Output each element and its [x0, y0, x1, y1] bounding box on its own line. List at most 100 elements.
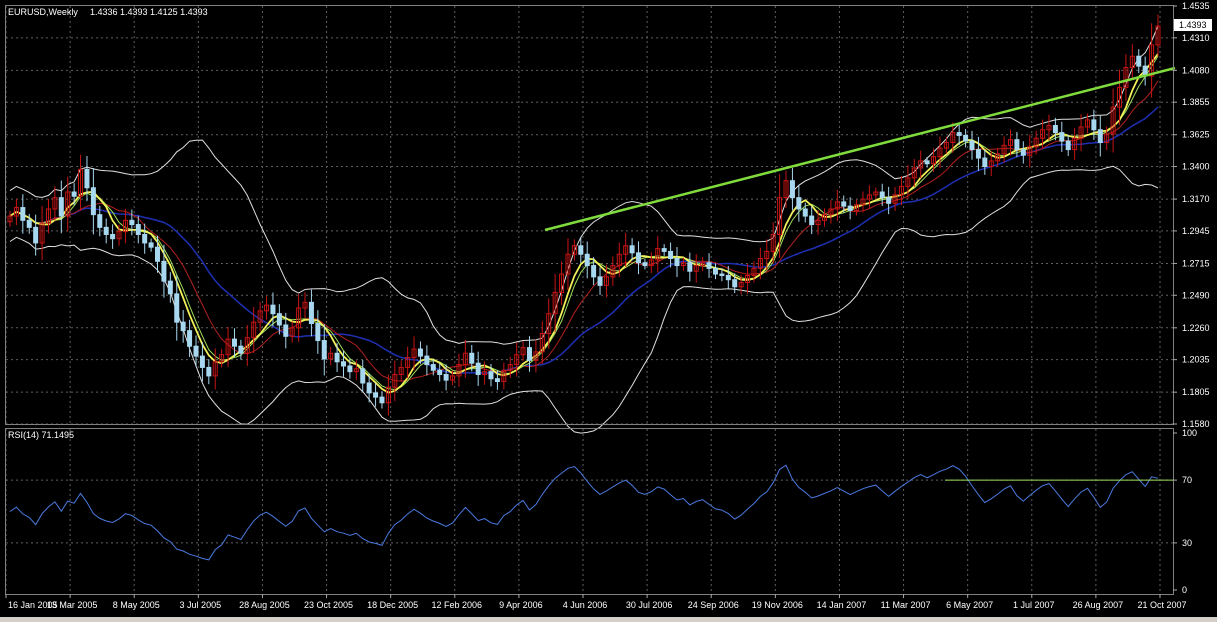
current-price-label: 1.4393 — [1179, 20, 1207, 30]
candle-body — [65, 191, 71, 217]
time-tick-label: 11 Mar 2007 — [881, 600, 931, 610]
candle-body — [610, 265, 616, 278]
price-tick-label: 1.3400 — [1182, 162, 1210, 172]
candle-body — [937, 147, 943, 158]
candle-body — [866, 194, 872, 200]
candle-body — [898, 185, 904, 196]
candle-body — [623, 245, 629, 255]
candle-body — [328, 352, 334, 360]
candle-body — [770, 233, 776, 252]
price-tick-label: 1.1580 — [1182, 419, 1210, 429]
candle-body — [565, 253, 571, 275]
bollinger-lower — [9, 165, 1159, 434]
candle-body — [988, 160, 994, 168]
time-tick-label: 9 Apr 2006 — [499, 600, 543, 610]
candle-body — [161, 260, 167, 282]
candle-body — [225, 338, 231, 356]
candle-body — [251, 321, 257, 339]
candle-body — [879, 191, 885, 199]
candle-body — [52, 197, 58, 210]
time-tick-label: 1 Jul 2007 — [1013, 600, 1055, 610]
candle-body — [129, 219, 135, 226]
candle-body — [1149, 44, 1155, 77]
rsi-series — [9, 464, 1159, 561]
candle-body — [244, 337, 250, 354]
candle-body — [1033, 137, 1039, 148]
candle-body — [238, 345, 244, 354]
candle-body — [1110, 106, 1116, 135]
symbol-label: EURUSD,Weekly — [8, 7, 78, 17]
candle-body — [629, 245, 635, 254]
candle-body — [405, 357, 411, 368]
candle-body — [1097, 129, 1103, 144]
candle-body — [110, 233, 116, 240]
candle-body — [373, 392, 379, 398]
candle-body — [706, 262, 712, 269]
candle-body — [603, 276, 609, 286]
candle-body — [841, 201, 847, 207]
candle-body — [950, 132, 956, 144]
candle-body — [13, 207, 19, 217]
candle-body — [809, 215, 815, 226]
candle-body — [873, 191, 879, 196]
candle-body — [905, 177, 911, 187]
candle-body — [450, 375, 456, 381]
candle-body — [469, 352, 475, 364]
candle-body — [437, 369, 443, 375]
candle-body — [276, 313, 282, 326]
candle-body — [828, 208, 834, 216]
candle-body — [494, 378, 500, 383]
time-tick-label: 24 Sep 2006 — [688, 600, 739, 610]
rsi-line — [9, 464, 1173, 561]
candle-body — [366, 382, 372, 394]
rsi-tick-label: 100 — [1182, 428, 1197, 438]
price-tick-label: 1.2715 — [1182, 258, 1210, 268]
candle-body — [539, 332, 545, 353]
candle-body — [995, 153, 1001, 162]
candle-body — [886, 197, 892, 204]
candle-body — [1155, 25, 1161, 46]
candle-body — [777, 197, 783, 235]
ma-red — [9, 80, 1159, 382]
rsi-axis[interactable]: 100 70 30 0 — [1173, 428, 1197, 595]
candle-body — [918, 160, 924, 169]
candle-body — [385, 386, 391, 404]
candle-body — [1001, 144, 1007, 155]
candle-body — [802, 208, 808, 217]
price-tick-label: 1.2035 — [1182, 355, 1210, 365]
price-axis[interactable]: 1.4535 1.4310 1.4080 1.3855 1.3625 1.3400 1.31… — [1173, 1, 1210, 429]
bollinger-upper — [9, 25, 1159, 345]
candle-body — [648, 259, 654, 267]
candle-body — [661, 248, 667, 252]
candle-body — [193, 345, 199, 357]
candle-body — [1014, 139, 1020, 151]
candle-body — [417, 348, 423, 357]
candle-body — [963, 134, 969, 142]
candle-body — [712, 267, 718, 275]
candle-body — [982, 157, 988, 168]
time-tick-label: 6 May 2007 — [946, 600, 993, 610]
trendline[interactable] — [544, 66, 1176, 232]
candle-body — [1027, 146, 1033, 156]
candle-body — [270, 304, 276, 315]
candle-body — [1129, 55, 1135, 69]
candle-body — [700, 262, 706, 267]
price-tick-label: 1.3625 — [1182, 130, 1210, 140]
candle-body — [475, 362, 481, 375]
candle-body — [116, 231, 122, 240]
candle-body — [187, 330, 193, 347]
candle-body — [78, 168, 84, 197]
candle-body — [1040, 129, 1046, 139]
candle-body — [456, 364, 462, 377]
candle-body — [1091, 119, 1097, 131]
candle-body — [757, 257, 763, 269]
candle-body — [584, 253, 590, 267]
candle-body — [135, 224, 141, 235]
candle-body — [764, 250, 770, 259]
candle-body — [1007, 139, 1013, 146]
candle-body — [1123, 67, 1129, 88]
time-tick-label: 28 Aug 2005 — [239, 600, 290, 610]
